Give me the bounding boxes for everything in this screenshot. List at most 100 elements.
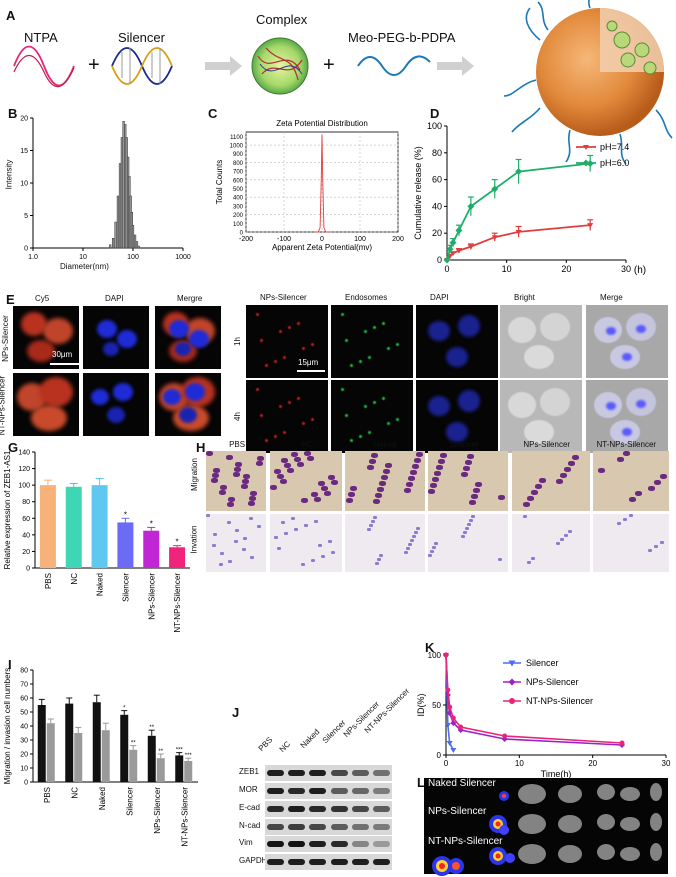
cell-blob xyxy=(265,364,268,367)
invasion-image xyxy=(428,514,508,572)
chart-g-x-tick-label: PBS xyxy=(44,573,53,589)
cell-blob xyxy=(27,340,55,362)
chart-k-xlabel: Time(h) xyxy=(541,769,572,779)
cell-blob xyxy=(281,521,285,524)
cell-blob xyxy=(465,460,472,465)
cell-blob xyxy=(373,516,377,519)
cell-blob xyxy=(416,527,420,530)
cell-blob xyxy=(540,313,570,341)
cell-blob xyxy=(564,467,571,472)
cell-blob xyxy=(294,528,298,531)
blot-band xyxy=(351,824,369,830)
cell-blob xyxy=(301,498,308,503)
chart-g-y-tick-label: 140 xyxy=(18,450,30,457)
cell-blob xyxy=(654,545,658,548)
cell-blob xyxy=(524,420,554,444)
cell-blob xyxy=(369,524,373,527)
chart-b-bar xyxy=(137,245,140,249)
chart-k-ylabel: ID(%) xyxy=(416,694,426,717)
panel-e-label: E xyxy=(6,292,15,307)
chart-k-point xyxy=(619,740,625,746)
blot-band xyxy=(372,859,390,865)
chart-d-point xyxy=(449,239,457,247)
dapi-image xyxy=(83,306,149,369)
cell-blob xyxy=(469,519,473,522)
chart-b-bar xyxy=(114,221,117,249)
chart-i-y-tick-label: 80 xyxy=(20,668,28,675)
cell-blob xyxy=(257,456,264,461)
blot-strip xyxy=(265,801,392,817)
cell-blob xyxy=(297,322,300,325)
cell-blob xyxy=(432,546,436,549)
cell-blob xyxy=(249,496,256,501)
silencer-helix xyxy=(111,47,173,85)
cell-blob xyxy=(304,524,308,527)
cell-blob xyxy=(250,491,257,496)
chart-k-point xyxy=(445,687,451,693)
cell-blob xyxy=(220,485,227,490)
chart-i-bar xyxy=(101,730,110,782)
panel-e-col-label: NPs-Silencer xyxy=(260,293,307,302)
chart-k-point xyxy=(450,715,456,721)
chart-c-xlabel: Apparent Zeta Potential(mv) xyxy=(272,243,372,252)
migration-image xyxy=(593,451,669,511)
blot-band xyxy=(309,806,327,812)
merge-image xyxy=(155,373,221,436)
cell-blob xyxy=(97,320,117,338)
cell-blob xyxy=(331,480,338,485)
chart-i-x-tick-label: Naked xyxy=(98,787,107,810)
scale-bar xyxy=(50,363,80,365)
cell-blob xyxy=(226,455,233,460)
invasion-image xyxy=(593,514,669,572)
cell-blob xyxy=(371,453,378,458)
chart-i-significance: ** xyxy=(158,749,163,755)
chart-i-y-tick-label: 0 xyxy=(24,780,28,787)
chart-d-legend-marker xyxy=(583,145,589,150)
cell-blob xyxy=(387,422,390,425)
cell-blob xyxy=(463,466,470,471)
chart-d-y-tick-label: 20 xyxy=(432,228,442,238)
chart-g-bar xyxy=(65,486,82,568)
chart-i-y-tick-label: 10 xyxy=(20,766,28,773)
cell-blob xyxy=(382,322,385,325)
cell-blob xyxy=(606,327,616,335)
blot-band xyxy=(309,824,327,830)
cy5-image xyxy=(13,373,79,436)
panel-a-label: A xyxy=(6,8,16,23)
cell-blob xyxy=(359,435,362,438)
blot-band xyxy=(309,841,327,847)
cell-blob xyxy=(297,397,300,400)
chart-i-y-tick-label: 70 xyxy=(20,682,28,689)
chart-i-x-tick-label: Silencer xyxy=(125,787,134,816)
chart-d-point xyxy=(446,245,454,253)
cell-blob xyxy=(291,452,298,457)
chart-d-point xyxy=(449,251,456,257)
cell-blob xyxy=(471,494,478,499)
chart-g-y-tick-label: 20 xyxy=(22,549,30,556)
chart-g-bar xyxy=(169,547,186,568)
panel-e-col-label: DAPI xyxy=(430,293,449,302)
imaging-label-nt-nps: NT-NPs-Silencer xyxy=(428,836,503,847)
cell-blob xyxy=(523,502,530,507)
copolymer-label: Meo-PEG-b-PDPA xyxy=(348,30,456,45)
cell-blob xyxy=(430,550,434,553)
chart-i-ylabel: Migration / invasion cell numbers xyxy=(3,668,12,785)
chart-i-y-tick-label: 50 xyxy=(20,710,28,717)
cell-blob xyxy=(307,456,314,461)
cell-blob xyxy=(434,471,441,476)
cell-blob xyxy=(636,325,646,333)
organ-images xyxy=(432,783,662,876)
cell-blob xyxy=(606,402,616,410)
cell-blob xyxy=(531,557,535,560)
blot-band xyxy=(330,859,348,865)
endosomes-image xyxy=(331,305,413,378)
nps-silencer-image xyxy=(246,380,328,453)
cell-blob xyxy=(617,457,624,462)
migration-image xyxy=(206,451,266,511)
cell-blob xyxy=(458,390,480,412)
imaging-label-naked: Naked Silencer xyxy=(428,778,496,789)
chart-i-x-tick-label: NPs-Silencer xyxy=(153,787,162,834)
invasion-image xyxy=(270,514,342,572)
chart-k-x-tick-label: 20 xyxy=(588,759,597,768)
